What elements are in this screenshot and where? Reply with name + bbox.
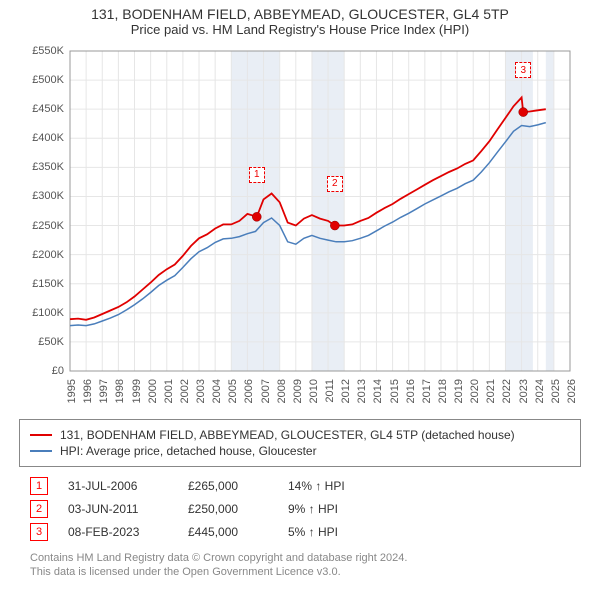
sale-hpi: 14% ↑ HPI bbox=[288, 479, 388, 493]
y-tick-label: £500K bbox=[20, 74, 64, 86]
sale-date: 31-JUL-2006 bbox=[68, 479, 188, 493]
sale-hpi: 9% ↑ HPI bbox=[288, 502, 388, 516]
x-tick-label: 1995 bbox=[66, 379, 78, 403]
x-tick-label: 2017 bbox=[421, 379, 433, 403]
sale-date: 08-FEB-2023 bbox=[68, 525, 188, 539]
x-tick-label: 2026 bbox=[566, 379, 578, 403]
footnote-l2: This data is licensed under the Open Gov… bbox=[30, 565, 570, 579]
footnote: Contains HM Land Registry data © Crown c… bbox=[30, 551, 570, 580]
y-tick-label: £300K bbox=[20, 190, 64, 202]
sale-row: 2 03-JUN-2011£250,0009% ↑ HPI bbox=[30, 500, 570, 518]
y-tick-label: £100K bbox=[20, 307, 64, 319]
sale-hpi: 5% ↑ HPI bbox=[288, 525, 388, 539]
sale-num-box: 3 bbox=[30, 523, 48, 541]
x-tick-label: 2014 bbox=[372, 379, 384, 403]
sale-num-box: 1 bbox=[30, 477, 48, 495]
legend-label-hpi: HPI: Average price, detached house, Glou… bbox=[60, 444, 317, 458]
x-tick-label: 2025 bbox=[550, 379, 562, 403]
sale-marker-label: 1 bbox=[249, 167, 265, 183]
sale-row: 1 31-JUL-2006£265,00014% ↑ HPI bbox=[30, 477, 570, 495]
x-tick-label: 2003 bbox=[195, 379, 207, 403]
x-tick-label: 2009 bbox=[292, 379, 304, 403]
x-tick-label: 2006 bbox=[243, 379, 255, 403]
sale-price: £250,000 bbox=[188, 502, 288, 516]
legend-swatch-hpi bbox=[30, 450, 52, 452]
x-tick-label: 2004 bbox=[211, 379, 223, 403]
x-tick-label: 1998 bbox=[114, 379, 126, 403]
x-tick-label: 2016 bbox=[405, 379, 417, 403]
x-tick-label: 2013 bbox=[356, 379, 368, 403]
sale-table: 1 31-JUL-2006£265,00014% ↑ HPI 2 03-JUN-201… bbox=[30, 477, 570, 541]
x-tick-label: 2000 bbox=[147, 379, 159, 403]
legend-label-property: 131, BODENHAM FIELD, ABBEYMEAD, GLOUCEST… bbox=[60, 428, 515, 442]
x-tick-label: 2022 bbox=[501, 379, 513, 403]
title-line1: 131, BODENHAM FIELD, ABBEYMEAD, GLOUCEST… bbox=[0, 6, 600, 22]
x-tick-label: 2019 bbox=[453, 379, 465, 403]
y-tick-label: £0 bbox=[20, 365, 64, 377]
x-tick-label: 2021 bbox=[485, 379, 497, 403]
price-chart: £0 £50K £100K £150K £200K £250K £300K £350K £400… bbox=[20, 41, 580, 411]
sale-date: 03-JUN-2011 bbox=[68, 502, 188, 516]
x-tick-label: 1999 bbox=[131, 379, 143, 403]
x-tick-label: 2023 bbox=[518, 379, 530, 403]
legend-swatch-property bbox=[30, 434, 52, 436]
x-tick-label: 2002 bbox=[179, 379, 191, 403]
x-tick-label: 2020 bbox=[469, 379, 481, 403]
sale-price: £445,000 bbox=[188, 525, 288, 539]
x-tick-label: 2007 bbox=[260, 379, 272, 403]
x-tick-label: 1996 bbox=[82, 379, 94, 403]
sale-price: £265,000 bbox=[188, 479, 288, 493]
x-tick-label: 2011 bbox=[324, 379, 336, 403]
y-tick-label: £200K bbox=[20, 249, 64, 261]
x-tick-label: 2012 bbox=[340, 379, 352, 403]
x-tick-label: 2001 bbox=[163, 379, 175, 403]
sale-row: 3 08-FEB-2023£445,0005% ↑ HPI bbox=[30, 523, 570, 541]
y-tick-label: £450K bbox=[20, 103, 64, 115]
y-tick-label: £350K bbox=[20, 161, 64, 173]
y-tick-label: £150K bbox=[20, 278, 64, 290]
x-tick-label: 2018 bbox=[437, 379, 449, 403]
x-tick-label: 2015 bbox=[389, 379, 401, 403]
sale-marker-label: 3 bbox=[515, 62, 531, 78]
title-line2: Price paid vs. HM Land Registry's House … bbox=[0, 22, 600, 37]
x-tick-label: 2024 bbox=[534, 379, 546, 403]
y-tick-label: £400K bbox=[20, 132, 64, 144]
x-tick-label: 1997 bbox=[98, 379, 110, 403]
x-tick-label: 2005 bbox=[227, 379, 239, 403]
x-tick-label: 2010 bbox=[308, 379, 320, 403]
sale-marker-label: 2 bbox=[327, 176, 343, 192]
y-tick-label: £250K bbox=[20, 220, 64, 232]
y-tick-label: £50K bbox=[20, 336, 64, 348]
footnote-l1: Contains HM Land Registry data © Crown c… bbox=[30, 551, 570, 565]
sale-num-box: 2 bbox=[30, 500, 48, 518]
x-tick-label: 2008 bbox=[276, 379, 288, 403]
legend-box: 131, BODENHAM FIELD, ABBEYMEAD, GLOUCEST… bbox=[19, 419, 581, 467]
y-tick-label: £550K bbox=[20, 45, 64, 57]
